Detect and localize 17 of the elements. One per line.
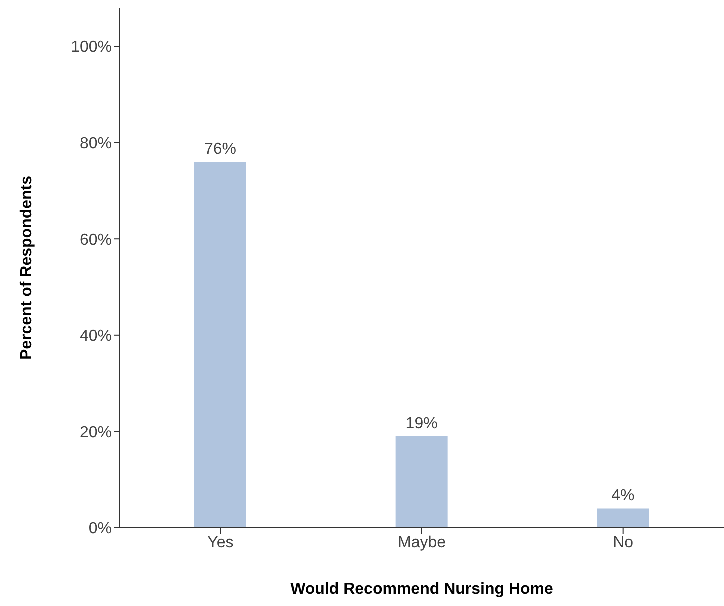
x-tick-label: Maybe [398,534,446,552]
y-tick-label: 40% [80,328,112,346]
y-tick-label: 0% [88,520,112,538]
data-label: 19% [406,416,438,433]
y-tick-label: 60% [80,232,112,249]
x-axis-title: Would Recommend Nursing Home [290,581,554,598]
bar [597,508,650,528]
y-tick-label: 20% [80,424,112,442]
y-tick-label: 80% [80,135,112,152]
x-tick-label: No [613,534,634,552]
y-tick-label: 100% [71,39,112,56]
x-tick-label: Yes [208,534,234,552]
data-label: 76% [204,141,237,158]
bar [194,162,246,528]
y-axis-title: Percent of Respondents [18,176,36,360]
bar [396,436,448,528]
data-label: 4% [612,488,635,505]
